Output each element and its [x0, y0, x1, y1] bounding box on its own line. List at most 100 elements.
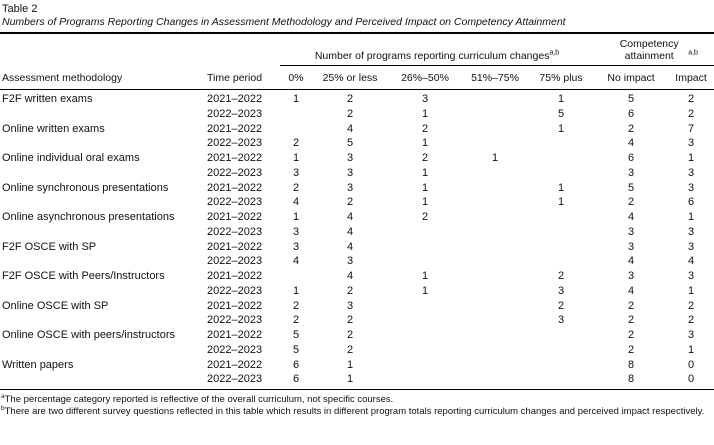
table-cell: 4: [627, 284, 635, 297]
table-cell: 2021–2022: [207, 93, 263, 105]
table-cell: 4: [346, 270, 354, 282]
table-cell: [0, 225, 202, 240]
table-cell: 2022–2023: [207, 284, 263, 297]
table-row: 2022–2023 5 2 2 1: [0, 343, 714, 358]
table-row: Online synchronous presentations 2021–202…: [0, 181, 714, 196]
table-cell: Online synchronous presentations: [2, 181, 169, 194]
table-cell: [388, 299, 462, 314]
table-cell: [528, 225, 594, 240]
table-cell: [462, 240, 528, 255]
table-cell: 2: [346, 196, 354, 209]
table-cell: 4: [346, 240, 354, 253]
table-cell: 4: [346, 211, 354, 223]
footnote-marker-ref: a,b: [549, 49, 560, 57]
footnote-b: bThere are two different survey question…: [1, 405, 714, 418]
table-cell: 2022–2023: [207, 255, 263, 268]
table-cell: 0: [687, 373, 695, 386]
col-header-75pct-plus: 75% plus: [528, 66, 595, 90]
table-cell: 7: [687, 122, 695, 135]
table-cell: [0, 313, 202, 328]
table-cell: 4: [627, 255, 635, 268]
table-cell: 1: [421, 107, 429, 120]
table-cell: 2: [557, 299, 565, 312]
table-cell: 2: [346, 284, 354, 297]
col-header-time-period: Time period: [202, 66, 280, 90]
footnote-marker-ref: a,b: [688, 49, 698, 57]
table-cell: F2F OSCE with Peers/Instructors: [2, 270, 165, 282]
table-row: Online individual oral exams 2021–2022 1 3 2…: [0, 151, 714, 166]
table-cell: F2F OSCE with SP: [2, 240, 97, 253]
table-cell: 3: [346, 181, 354, 194]
table-cell: 8: [627, 358, 635, 371]
col-header-0pct: 0%: [280, 66, 312, 90]
table-cell: 3: [421, 93, 429, 105]
table-cell: [462, 299, 528, 314]
col-header-impact: Impact: [668, 66, 714, 90]
data-table: Number of programs reporting curriculum …: [0, 32, 714, 390]
table-cell: 2: [346, 343, 354, 356]
table-cell: [462, 254, 528, 269]
table-cell: [0, 284, 202, 299]
table-cell: Online OSCE with peers/instructors: [2, 329, 176, 341]
table-cell: [528, 136, 594, 151]
table-cell: 2: [627, 122, 635, 135]
table-cell: 1: [421, 166, 429, 179]
table-cell: 1: [557, 181, 565, 194]
table-cell: 2022–2023: [207, 225, 263, 238]
table-cell: 5: [627, 181, 635, 194]
table-cell: 3: [687, 329, 695, 341]
table-cell: Online asynchronous presentations: [2, 211, 175, 223]
table-cell: Online written exams: [2, 122, 105, 135]
table-row: F2F OSCE with SP 2021–2022 3 4 3 3: [0, 240, 714, 255]
table-cell: 6: [627, 107, 635, 120]
table-cell: [280, 122, 312, 137]
footnote-text: The percentage category reported is refl…: [4, 394, 394, 405]
table-row: 2022–2023 3 4 3 3: [0, 225, 714, 240]
table-cell: 2021–2022: [207, 122, 263, 135]
table-cell: 2: [627, 314, 635, 327]
table-cell: 2022–2023: [207, 314, 263, 327]
table-cell: [462, 136, 528, 151]
table-cell: 2021–2022: [207, 240, 263, 253]
table-row: 2022–2023 2 5 1 4 3: [0, 136, 714, 151]
table-cell: 4: [346, 225, 354, 238]
table-row: 2022–2023 2 1 5 6 2: [0, 107, 714, 122]
table-cell: 5: [557, 107, 565, 120]
table-cell: [528, 343, 594, 358]
table-cell: 2: [627, 196, 635, 209]
table-row: Online asynchronous presentations 2021–20…: [0, 210, 714, 225]
column-group-label: Competency attainment: [619, 38, 679, 62]
table-row: 2022–2023 4 2 1 1 2 6: [0, 195, 714, 210]
table-cell: 1: [292, 211, 300, 223]
table-cell: [528, 210, 594, 225]
table-cell: [462, 284, 528, 299]
empty-corner-cell: [0, 33, 280, 66]
table-cell: [462, 225, 528, 240]
table-row: Written papers 2021–2022 6 1 8 0: [0, 358, 714, 373]
table-cell: 2: [346, 314, 354, 327]
table-cell: 3: [346, 152, 354, 164]
footnote-a: aThe percentage category reported is ref…: [1, 393, 714, 406]
table-cell: 2: [627, 343, 635, 356]
table-cell: 5: [627, 93, 635, 105]
table-cell: 2: [292, 314, 300, 327]
table-cell: 1: [491, 152, 499, 164]
table-cell: 3: [687, 270, 695, 282]
table-cell: [528, 328, 594, 343]
column-group-row: Number of programs reporting curriculum …: [0, 33, 714, 66]
table-cell: [0, 372, 202, 389]
table-cell: [462, 372, 528, 389]
table-row: 2022–2023 1 2 1 3 4 1: [0, 284, 714, 299]
table-label: Table 2: [2, 3, 38, 15]
table-cell: [0, 254, 202, 269]
table-cell: 2022–2023: [207, 343, 263, 356]
table-row: 2022–2023 2 2 3 2 2: [0, 313, 714, 328]
table-cell: 4: [627, 137, 635, 150]
table-cell: [462, 328, 528, 343]
table-cell: [0, 166, 202, 181]
table-cell: Online OSCE with SP: [2, 299, 109, 312]
table-cell: [528, 358, 594, 373]
table-cell: 1: [346, 358, 354, 371]
table-cell: 2: [421, 152, 429, 164]
